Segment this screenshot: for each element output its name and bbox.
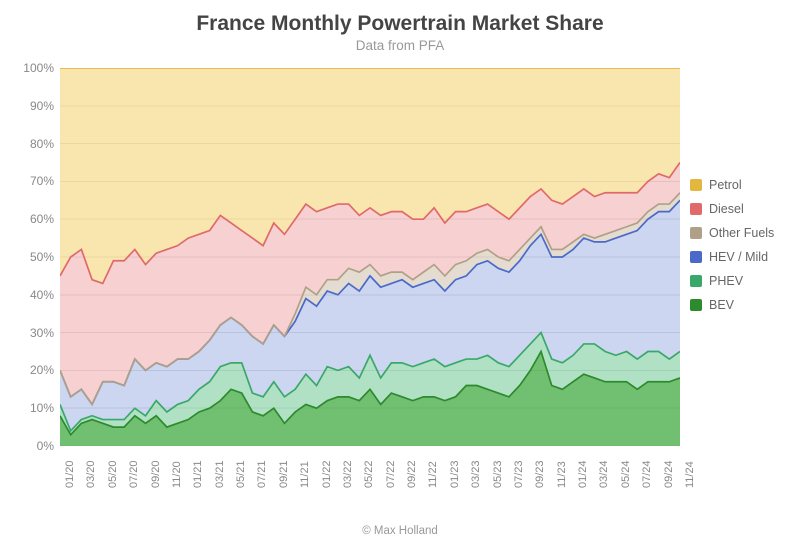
xtick-label: 07/23 (513, 460, 525, 488)
xtick-label: 09/24 (663, 460, 675, 488)
credit-line: © Max Holland (0, 525, 800, 537)
legend-label: BEV (709, 298, 734, 312)
xtick-label: 03/24 (598, 460, 610, 488)
legend-item-phev: PHEV (690, 274, 774, 288)
plot-area (60, 68, 680, 446)
legend-swatch (690, 227, 702, 239)
xtick-label: 05/24 (620, 460, 632, 488)
ytick-label: 100% (23, 61, 54, 75)
legend-label: Diesel (709, 202, 744, 216)
legend-swatch (690, 179, 702, 191)
legend-item-bev: BEV (690, 298, 774, 312)
ytick-label: 40% (30, 288, 54, 302)
xtick-label: 01/21 (192, 460, 204, 488)
xtick-label: 11/22 (427, 461, 439, 488)
xtick-label: 01/22 (321, 460, 333, 488)
legend-swatch (690, 299, 702, 311)
xtick-label: 05/20 (107, 460, 119, 488)
xtick-label: 09/23 (534, 460, 546, 488)
legend-label: Petrol (709, 178, 742, 192)
x-axis: 01/20 03/20 05/20 07/20 09/20 11/20 01/21 03/21… (60, 450, 680, 510)
chart-title: France Monthly Powertrain Market Share (0, 0, 800, 36)
xtick-label: 05/21 (235, 460, 247, 488)
legend-swatch (690, 203, 702, 215)
ytick-label: 70% (30, 174, 54, 188)
chart-container: France Monthly Powertrain Market Share D… (0, 0, 800, 550)
xtick-label: 03/20 (85, 460, 97, 488)
xtick-label: 11/20 (171, 461, 183, 488)
xtick-label: 09/22 (406, 460, 418, 488)
legend-item-hev: HEV / Mild (690, 250, 774, 264)
ytick-label: 0% (37, 439, 54, 453)
legend-item-diesel: Diesel (690, 202, 774, 216)
xtick-label: 05/23 (492, 460, 504, 488)
xtick-label: 11/23 (556, 461, 568, 488)
xtick-label: 09/20 (150, 460, 162, 488)
xtick-label: 07/22 (385, 460, 397, 488)
xtick-label: 05/22 (363, 460, 375, 488)
xtick-label: 07/21 (256, 460, 268, 488)
xtick-label: 11/24 (684, 461, 696, 488)
ytick-label: 20% (30, 363, 54, 377)
legend-swatch (690, 251, 702, 263)
legend-label: HEV / Mild (709, 250, 768, 264)
chart-subtitle: Data from PFA (0, 38, 800, 53)
xtick-label: 09/21 (278, 460, 290, 488)
xtick-label: 07/24 (641, 460, 653, 488)
ytick-label: 10% (30, 401, 54, 415)
y-axis: 0%10%20%30%40%50%60%70%80%90%100% (0, 68, 60, 446)
legend: Petrol Diesel Other Fuels HEV / Mild PHEV BEV (690, 178, 774, 322)
ytick-label: 90% (30, 99, 54, 113)
legend-label: Other Fuels (709, 226, 774, 240)
legend-item-petrol: Petrol (690, 178, 774, 192)
ytick-label: 30% (30, 326, 54, 340)
ytick-label: 80% (30, 137, 54, 151)
ytick-label: 50% (30, 250, 54, 264)
xtick-label: 03/22 (342, 460, 354, 488)
legend-label: PHEV (709, 274, 743, 288)
legend-swatch (690, 275, 702, 287)
xtick-label: 11/21 (299, 461, 311, 488)
xtick-label: 03/23 (470, 460, 482, 488)
xtick-label: 07/20 (128, 460, 140, 488)
ytick-label: 60% (30, 212, 54, 226)
legend-item-other: Other Fuels (690, 226, 774, 240)
xtick-label: 01/20 (64, 460, 76, 488)
xtick-label: 01/23 (449, 460, 461, 488)
xtick-label: 01/24 (577, 460, 589, 488)
xtick-label: 03/21 (214, 460, 226, 488)
